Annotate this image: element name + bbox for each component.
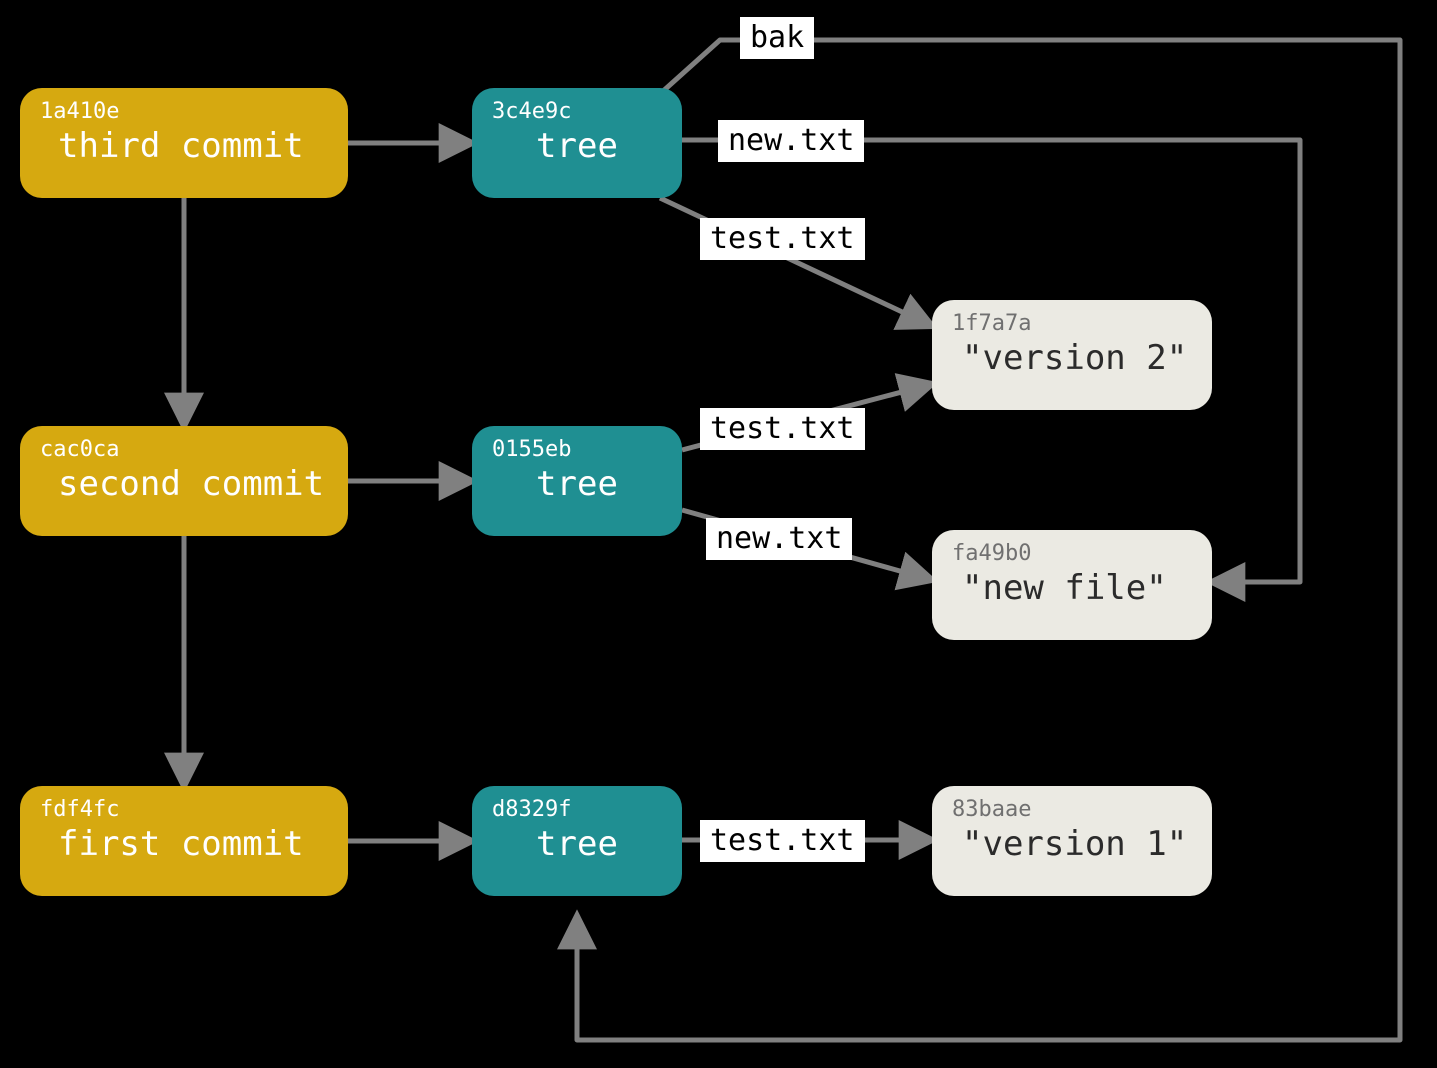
blob-node-b_v1: 83baae "version 1" — [932, 786, 1212, 896]
node-label: tree — [492, 128, 662, 165]
commit-node-c3: 1a410e third commit — [20, 88, 348, 198]
edge-label-t3-bak: bak — [740, 17, 814, 59]
node-label: "version 1" — [952, 826, 1192, 863]
edge-label-t1-test: test.txt — [700, 820, 865, 862]
blob-node-b_nf: fa49b0 "new file" — [932, 530, 1212, 640]
commit-node-c2: cac0ca second commit — [20, 426, 348, 536]
tree-node-t3: 3c4e9c tree — [472, 88, 682, 198]
node-hash: fdf4fc — [40, 798, 328, 822]
node-hash: 1f7a7a — [952, 312, 1192, 336]
edge-label-t3-test: test.txt — [700, 218, 865, 260]
node-hash: 0155eb — [492, 438, 662, 462]
node-label: "new file" — [952, 570, 1192, 607]
node-label: third commit — [40, 128, 328, 165]
node-hash: cac0ca — [40, 438, 328, 462]
diagram-canvas: 1a410e third commit cac0ca second commit fdf… — [0, 0, 1437, 1068]
node-label: tree — [492, 826, 662, 863]
node-label: "version 2" — [952, 340, 1192, 377]
tree-node-t2: 0155eb tree — [472, 426, 682, 536]
commit-node-c1: fdf4fc first commit — [20, 786, 348, 896]
blob-node-b_v2: 1f7a7a "version 2" — [932, 300, 1212, 410]
edge-label-t2-test: test.txt — [700, 408, 865, 450]
edge-label-t2-new: new.txt — [706, 518, 852, 560]
node-hash: fa49b0 — [952, 542, 1192, 566]
tree-node-t1: d8329f tree — [472, 786, 682, 896]
node-hash: 3c4e9c — [492, 100, 662, 124]
node-label: first commit — [40, 826, 328, 863]
node-hash: d8329f — [492, 798, 662, 822]
node-hash: 1a410e — [40, 100, 328, 124]
edge-label-t3-new: new.txt — [718, 120, 864, 162]
node-label: tree — [492, 466, 662, 503]
node-label: second commit — [40, 466, 328, 503]
node-hash: 83baae — [952, 798, 1192, 822]
